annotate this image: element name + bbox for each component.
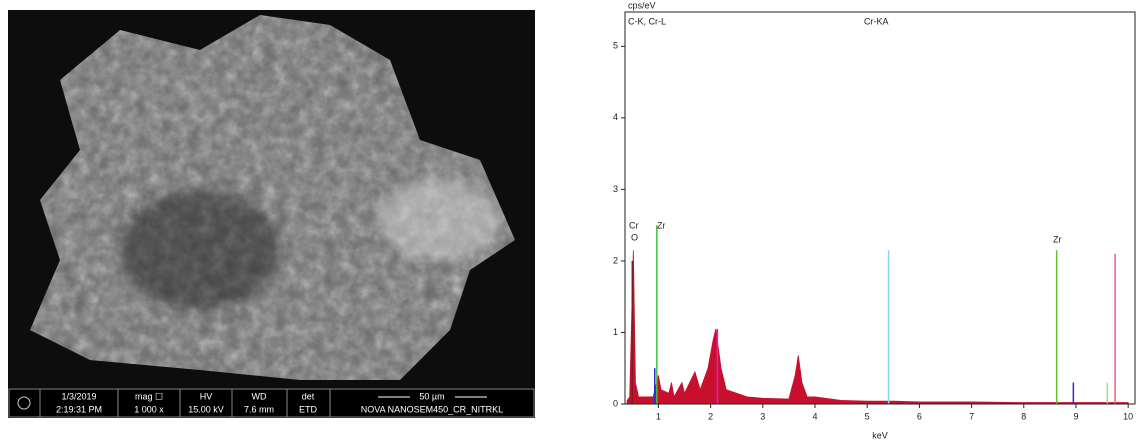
hv-value: 15.00 kV bbox=[188, 404, 224, 414]
annotation: Zr bbox=[1053, 234, 1062, 244]
y-tick-label: 5 bbox=[613, 41, 618, 51]
scale-label: 50 µm bbox=[419, 391, 444, 401]
det-value: ETD bbox=[299, 404, 318, 414]
x-tick-label: 8 bbox=[1021, 411, 1026, 421]
x-tick-label: 4 bbox=[812, 411, 817, 421]
x-axis-label: keV bbox=[872, 430, 888, 440]
annotation: Cr bbox=[629, 220, 639, 230]
spectrum-chart: cps/eV keV 0 1 2 3 4 5 1 2 3 4 5 6 7 8 9 10 C-K, Cr-L Cr-… bbox=[613, 0, 1136, 440]
annotation: Zr bbox=[657, 220, 666, 230]
x-tick-label: 5 bbox=[865, 411, 870, 421]
x-tick-label: 10 bbox=[1123, 411, 1133, 421]
annotation: O bbox=[631, 232, 638, 242]
hv-label: HV bbox=[200, 391, 213, 401]
plot-frame bbox=[624, 11, 1136, 405]
annotation: C-K, Cr-L bbox=[628, 16, 666, 26]
mag-value: 1 000 x bbox=[134, 404, 164, 414]
y-tick-label: 3 bbox=[613, 184, 618, 194]
y-axis-label: cps/eV bbox=[628, 0, 656, 10]
mag-label: mag ☐ bbox=[135, 391, 163, 401]
sem-image: 1/3/2019 2:19:31 PM mag ☐ 1 000 x HV 15.… bbox=[8, 10, 535, 418]
det-label: det bbox=[302, 391, 315, 401]
y-tick-label: 0 bbox=[613, 398, 618, 408]
spectrum-area bbox=[626, 250, 1129, 405]
x-tick-label: 7 bbox=[969, 411, 974, 421]
wd-value: 7.6 mm bbox=[244, 404, 274, 414]
instrument: NOVA NANOSEM450_CR_NITRKL bbox=[361, 404, 503, 414]
y-tick-label: 2 bbox=[613, 255, 618, 265]
x-tick-label: 6 bbox=[917, 411, 922, 421]
date: 1/3/2019 bbox=[61, 391, 96, 401]
x-tick-label: 1 bbox=[656, 411, 661, 421]
info-bar: 1/3/2019 2:19:31 PM mag ☐ 1 000 x HV 15.… bbox=[8, 388, 535, 418]
y-tick-label: 1 bbox=[613, 327, 618, 337]
x-tick-label: 9 bbox=[1073, 411, 1078, 421]
x-tick-label: 3 bbox=[760, 411, 765, 421]
y-tick-label: 4 bbox=[613, 112, 618, 122]
time: 2:19:31 PM bbox=[56, 404, 102, 414]
annotation: Cr-KA bbox=[864, 16, 889, 26]
x-tick-label: 2 bbox=[708, 411, 713, 421]
wd-label: WD bbox=[252, 391, 267, 401]
